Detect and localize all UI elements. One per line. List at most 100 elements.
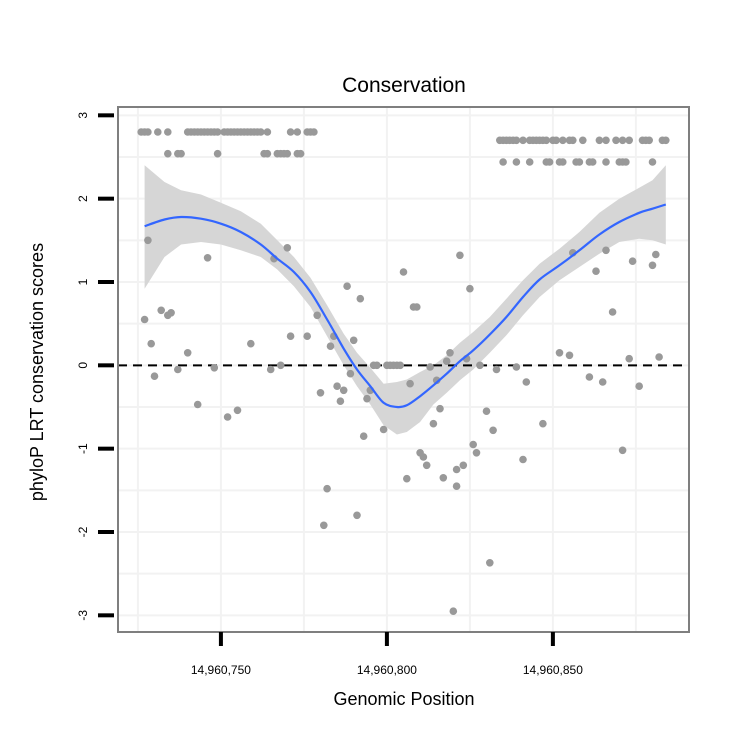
data-point bbox=[419, 453, 428, 461]
data-point bbox=[144, 128, 152, 136]
loess-smooth-line bbox=[144, 203, 667, 409]
data-point bbox=[625, 354, 633, 363]
data-point bbox=[286, 332, 295, 341]
data-point bbox=[552, 136, 560, 145]
data-point bbox=[177, 149, 185, 158]
data-point bbox=[339, 386, 348, 395]
chart-title: Conservation bbox=[342, 74, 466, 97]
data-point bbox=[363, 394, 371, 403]
data-point bbox=[422, 461, 431, 470]
data-point bbox=[655, 353, 663, 361]
data-point bbox=[645, 136, 653, 145]
data-point bbox=[144, 236, 152, 245]
data-point bbox=[379, 425, 388, 434]
data-point bbox=[359, 432, 368, 441]
y-tick-label: 1 bbox=[76, 278, 90, 285]
data-point bbox=[247, 339, 255, 348]
data-point bbox=[449, 607, 458, 615]
data-point bbox=[336, 397, 345, 406]
data-point bbox=[588, 158, 597, 166]
data-point bbox=[346, 369, 355, 378]
data-point bbox=[602, 246, 610, 255]
data-point bbox=[316, 389, 325, 397]
data-point bbox=[210, 364, 219, 372]
data-point bbox=[446, 349, 454, 357]
x-tick-label: 14,960,850 bbox=[523, 663, 583, 677]
y-axis-label: phyloP LRT conservation scores bbox=[27, 243, 47, 501]
y-tick-label: -2 bbox=[76, 526, 90, 537]
data-point bbox=[213, 149, 222, 158]
data-point bbox=[403, 474, 411, 483]
data-point bbox=[585, 373, 594, 381]
data-point bbox=[525, 158, 534, 166]
y-tick-label: -3 bbox=[76, 610, 90, 621]
data-point bbox=[539, 419, 547, 428]
data-point bbox=[203, 253, 212, 262]
data-point bbox=[164, 149, 172, 158]
data-point bbox=[555, 349, 564, 357]
data-point bbox=[602, 136, 610, 145]
data-point bbox=[469, 440, 478, 449]
data-point bbox=[542, 136, 551, 145]
data-point bbox=[396, 361, 405, 370]
data-point bbox=[164, 128, 172, 136]
data-point bbox=[486, 559, 494, 567]
y-tick-label: 0 bbox=[76, 362, 90, 369]
data-point bbox=[183, 349, 192, 357]
data-point bbox=[476, 361, 484, 370]
data-point bbox=[326, 342, 335, 351]
x-tick-label: 14,960,800 bbox=[357, 663, 417, 677]
data-point bbox=[489, 426, 497, 435]
data-point bbox=[276, 361, 285, 370]
data-point bbox=[545, 158, 554, 166]
y-axis-ticks: -3 -2 -1 0 1 2 3 bbox=[76, 112, 114, 621]
data-point bbox=[349, 336, 358, 345]
data-point bbox=[140, 315, 149, 324]
data-point bbox=[499, 158, 507, 166]
data-point bbox=[559, 136, 567, 145]
data-point bbox=[154, 128, 162, 136]
data-point bbox=[320, 521, 328, 530]
data-point bbox=[625, 136, 633, 145]
y-tick-label: 2 bbox=[76, 195, 90, 202]
data-point bbox=[373, 361, 381, 370]
data-point bbox=[559, 158, 567, 166]
x-axis-ticks: 14,960,750 14,960,800 14,960,850 bbox=[191, 632, 583, 677]
data-point bbox=[233, 406, 242, 415]
data-point bbox=[263, 149, 272, 158]
data-point bbox=[635, 382, 643, 391]
data-point bbox=[157, 306, 165, 315]
data-point bbox=[333, 382, 341, 391]
data-point bbox=[413, 303, 421, 311]
data-point bbox=[482, 407, 491, 416]
data-point bbox=[452, 482, 461, 491]
data-point bbox=[257, 128, 265, 136]
data-point bbox=[313, 311, 322, 320]
data-point bbox=[512, 158, 521, 166]
data-point bbox=[519, 136, 527, 145]
data-point bbox=[343, 282, 351, 291]
data-point bbox=[442, 357, 451, 366]
data-point bbox=[459, 461, 468, 470]
data-point bbox=[406, 379, 414, 388]
data-point bbox=[612, 136, 620, 145]
data-point bbox=[622, 158, 630, 166]
data-point bbox=[356, 294, 365, 303]
data-point bbox=[512, 136, 521, 145]
data-point bbox=[628, 257, 637, 266]
data-point bbox=[456, 251, 464, 260]
confidence-ribbon bbox=[144, 165, 666, 435]
data-point bbox=[263, 128, 272, 136]
data-point bbox=[652, 250, 660, 259]
y-tick-label: -1 bbox=[76, 443, 90, 454]
data-point bbox=[150, 372, 159, 381]
data-point bbox=[293, 128, 302, 136]
data-point bbox=[283, 149, 292, 158]
data-point bbox=[296, 149, 305, 158]
data-point bbox=[592, 267, 600, 276]
data-point bbox=[436, 404, 444, 413]
y-tick-label: 3 bbox=[76, 112, 90, 119]
data-point bbox=[648, 158, 657, 166]
grid-lines bbox=[118, 107, 689, 632]
data-point bbox=[399, 268, 408, 276]
